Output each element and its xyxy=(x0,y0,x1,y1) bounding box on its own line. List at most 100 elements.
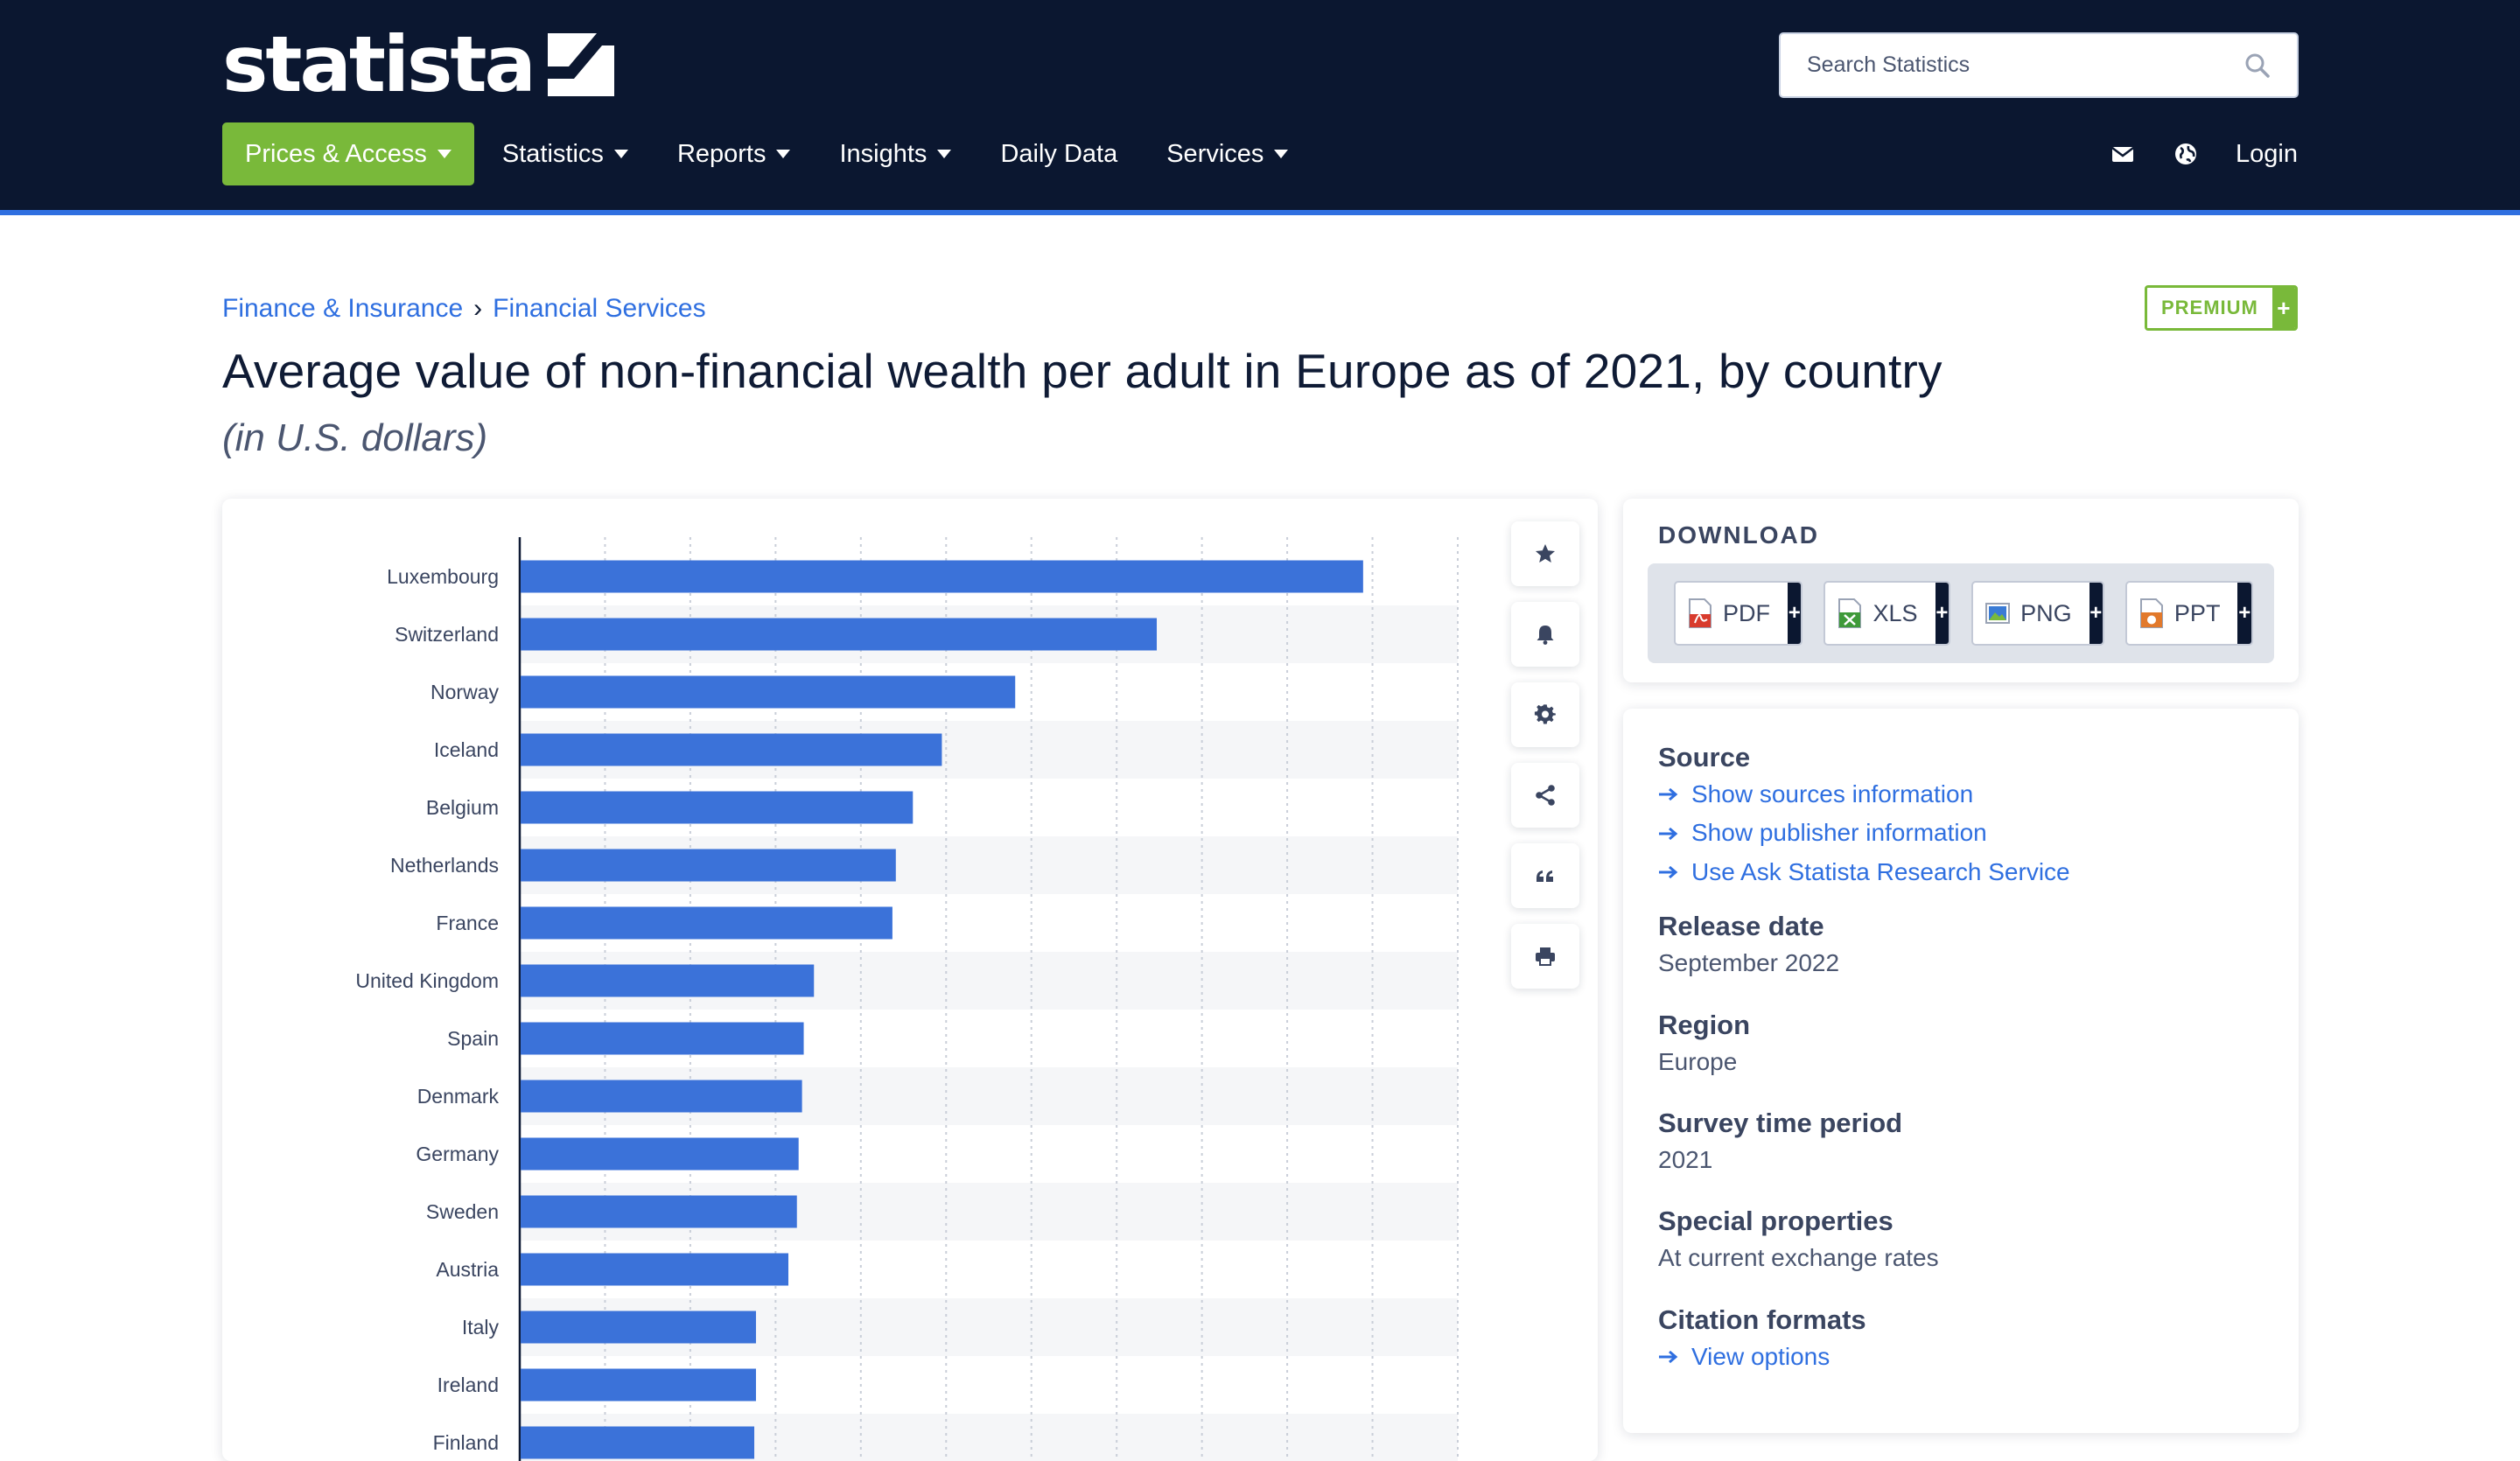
premium-label: PREMIUM xyxy=(2147,288,2272,328)
special-properties-value: At current exchange rates xyxy=(1658,1244,1939,1272)
bar-germany xyxy=(521,1137,799,1171)
release-date-heading: Release date xyxy=(1658,911,1824,942)
survey-period-value: 2021 xyxy=(1658,1145,1713,1173)
download-xls-button[interactable]: XLS + xyxy=(1824,581,1951,646)
category-label: Sweden xyxy=(426,1200,499,1223)
plus-icon: + xyxy=(1935,583,1950,644)
plus-icon: + xyxy=(2272,288,2295,328)
logo-text: statista xyxy=(222,19,536,109)
source-heading: Source xyxy=(1658,742,1751,772)
bar-france xyxy=(521,906,892,940)
download-pdf-button[interactable]: PDF + xyxy=(1674,581,1803,646)
show-publisher-link[interactable]: Show publisher information xyxy=(1658,817,2264,849)
logo-mark-icon xyxy=(547,33,614,96)
bar-sweden xyxy=(521,1195,797,1228)
statista-logo[interactable]: statista xyxy=(222,19,614,109)
plus-icon: + xyxy=(1788,583,1802,644)
category-label: Spain xyxy=(447,1027,499,1050)
bar-finland xyxy=(521,1426,755,1459)
category-label: France xyxy=(436,912,499,934)
xls-file-icon xyxy=(1838,598,1862,628)
nav-daily-data[interactable]: Daily Data xyxy=(1000,139,1118,168)
alert-button[interactable] xyxy=(1511,602,1579,667)
breadcrumb-finance-insurance[interactable]: Finance & Insurance xyxy=(222,294,464,323)
png-file-icon xyxy=(1985,603,2011,624)
star-icon xyxy=(1536,544,1555,563)
arrow-right-icon xyxy=(1659,827,1678,840)
gear-icon xyxy=(1534,704,1556,724)
bar-chart: Luxembourg Switzerland Norway Iceland Belgiu… xyxy=(355,537,1459,1461)
breadcrumb-financial-services[interactable]: Financial Services xyxy=(493,294,706,323)
search-box[interactable] xyxy=(1779,32,2299,98)
page-subtitle: (in U.S. dollars) xyxy=(222,416,488,459)
ask-statista-link[interactable]: Use Ask Statista Research Service xyxy=(1658,856,2264,888)
bar-ireland xyxy=(521,1368,756,1402)
plus-icon: + xyxy=(2237,583,2251,644)
statistic-info-card: Source Show sources information Show pub… xyxy=(1623,709,2299,1433)
breadcrumb: Finance & Insurance › Financial Services xyxy=(222,294,706,324)
download-ppt-button[interactable]: PPT + xyxy=(2124,581,2253,646)
arrow-right-icon xyxy=(1659,865,1678,879)
bar-spain xyxy=(521,1022,804,1055)
ppt-file-icon xyxy=(2139,598,2163,628)
quote-icon xyxy=(1536,870,1553,882)
mail-icon[interactable] xyxy=(2110,141,2136,167)
search-icon[interactable] xyxy=(2244,52,2271,79)
top-navigation-bar: statista Prices & Access Statistics Repo… xyxy=(0,0,2520,215)
nav-statistics[interactable]: Statistics xyxy=(478,122,653,185)
bar-iceland xyxy=(521,733,942,766)
view-options-link[interactable]: View options xyxy=(1658,1341,2264,1373)
survey-period-heading: Survey time period xyxy=(1658,1107,1903,1138)
premium-badge[interactable]: PREMIUM + xyxy=(2145,285,2298,331)
category-label: Iceland xyxy=(434,738,499,761)
ppt-label: PPT xyxy=(2174,599,2221,626)
category-label: Norway xyxy=(430,681,499,703)
download-bar: PDF + XLS + PNG xyxy=(1648,563,2274,663)
category-label: Austria xyxy=(436,1258,499,1281)
plus-icon: + xyxy=(2089,583,2103,644)
category-label: Netherlands xyxy=(390,854,499,877)
main-nav: Prices & Access Statistics Reports Insig… xyxy=(222,122,1312,185)
bar-denmark xyxy=(521,1080,802,1113)
cite-button[interactable] xyxy=(1511,843,1579,908)
page-title: Average value of non-financial wealth pe… xyxy=(222,344,1942,398)
nav-prices-access[interactable]: Prices & Access xyxy=(222,122,474,185)
category-label: Ireland xyxy=(438,1374,499,1396)
nav-services[interactable]: Services xyxy=(1142,122,1312,185)
bar-luxembourg xyxy=(521,560,1363,593)
source-section: Source Show sources information Show pub… xyxy=(1658,742,2264,888)
arrow-right-icon xyxy=(1659,788,1678,801)
nav-right: Login xyxy=(2073,122,2298,185)
favorite-button[interactable] xyxy=(1511,521,1579,586)
png-label: PNG xyxy=(2020,599,2072,626)
nav-insights[interactable]: Insights xyxy=(815,122,976,185)
chevron-down-icon xyxy=(437,150,452,158)
xls-label: XLS xyxy=(1872,599,1918,626)
chevron-down-icon xyxy=(937,150,952,158)
bar-netherlands xyxy=(521,849,896,882)
citation-formats-heading: Citation formats xyxy=(1658,1304,1866,1335)
bar-united-kingdom xyxy=(521,964,815,997)
search-input[interactable] xyxy=(1807,52,2244,78)
category-label: Italy xyxy=(462,1316,500,1339)
breadcrumb-separator: › xyxy=(473,294,483,323)
bar-switzerland xyxy=(521,618,1158,651)
category-label: Denmark xyxy=(417,1085,500,1108)
chart-card: Luxembourg Switzerland Norway Iceland Belgiu… xyxy=(222,499,1598,1461)
chart-tools xyxy=(1511,521,1579,1004)
nav-reports[interactable]: Reports xyxy=(653,122,816,185)
category-label: United Kingdom xyxy=(355,969,499,992)
share-button[interactable] xyxy=(1511,763,1579,828)
pdf-label: PDF xyxy=(1723,599,1770,626)
show-sources-link[interactable]: Show sources information xyxy=(1658,779,2264,810)
bar-italy xyxy=(521,1311,756,1344)
download-png-button[interactable]: PNG + xyxy=(1971,581,2104,646)
globe-icon[interactable] xyxy=(2173,141,2199,167)
bar-austria xyxy=(521,1253,789,1286)
release-date-value: September 2022 xyxy=(1658,949,1840,977)
settings-button[interactable] xyxy=(1511,682,1579,747)
chevron-down-icon xyxy=(776,150,791,158)
login-link[interactable]: Login xyxy=(2236,139,2298,168)
region-value: Europe xyxy=(1658,1047,1738,1075)
print-button[interactable] xyxy=(1511,924,1579,989)
